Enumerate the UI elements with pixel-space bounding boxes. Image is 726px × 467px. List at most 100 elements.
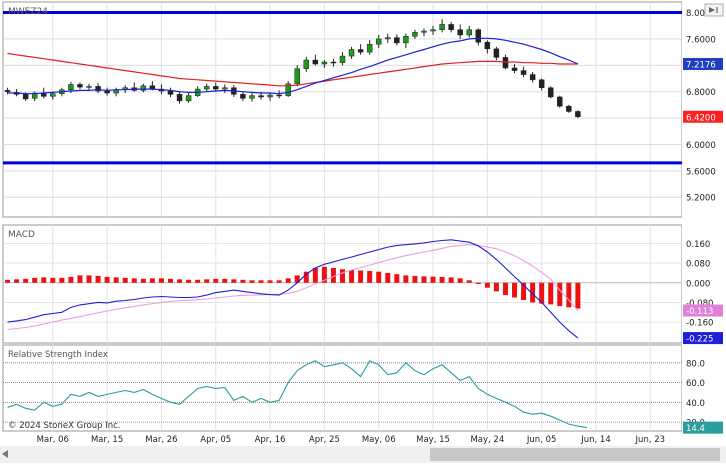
price-tick-label: 5.2000 — [686, 194, 716, 204]
macd-signal-line — [7, 244, 579, 331]
candlestick — [403, 33, 409, 49]
horizontal-scrollbar[interactable] — [0, 446, 726, 463]
candlestick — [375, 34, 382, 49]
macd-histogram-bar — [403, 275, 409, 283]
candlestick — [421, 28, 427, 37]
candle-body — [213, 86, 219, 90]
candlestick — [321, 60, 328, 68]
macd-histogram-bar — [575, 282, 581, 309]
candle-body — [366, 43, 373, 53]
candle-body — [258, 95, 264, 98]
candle-body — [421, 30, 427, 33]
macd-value-badge-text: -0.225 — [686, 335, 713, 345]
macd-histogram-bar — [122, 277, 128, 283]
rsi-tick-label: 40.0 — [686, 399, 705, 409]
macd-histogram-bar — [330, 268, 336, 283]
macd-histogram-bar — [421, 276, 427, 283]
y-axis-strip — [682, 2, 724, 431]
candle-body — [484, 41, 491, 50]
signal-value-badge-text: -0.113 — [686, 307, 713, 317]
macd-histogram-bar — [457, 278, 463, 283]
candle-body — [348, 49, 355, 57]
macd-histogram-bar — [484, 282, 490, 288]
candle-body — [520, 70, 527, 75]
macd-histogram-bar — [231, 279, 237, 283]
macd-histogram-bar — [530, 282, 536, 303]
macd-histogram-bar — [303, 271, 309, 283]
macd-histogram-bar — [340, 269, 345, 283]
macd-histogram-bar — [439, 276, 445, 283]
candlestick — [203, 83, 210, 92]
candle-body — [185, 95, 192, 102]
macd-histogram-bar — [222, 278, 228, 283]
x-tick-label: Mar, 06 — [37, 435, 69, 445]
ma-value-badge: 7.2176 — [683, 57, 723, 70]
candle-body — [240, 94, 246, 99]
scroll-end-icon[interactable] — [704, 3, 724, 17]
candle-body — [86, 86, 92, 88]
candlestick — [303, 56, 310, 72]
candle-body — [222, 87, 228, 90]
candlestick — [86, 83, 92, 91]
price-tick-label: 8.0000 — [686, 9, 716, 19]
candlestick — [366, 40, 373, 55]
candlestick — [575, 110, 581, 119]
scroll-left-icon[interactable] — [2, 450, 8, 458]
macd-histogram-bar — [557, 282, 563, 307]
candlestick — [140, 83, 147, 93]
candlestick — [77, 82, 83, 90]
candle-body — [339, 55, 346, 63]
macd-histogram-bar — [204, 279, 210, 283]
macd-histogram-bar — [430, 276, 436, 283]
macd-histogram-bar — [285, 278, 291, 283]
candle-body — [276, 94, 282, 97]
candlestick — [185, 93, 192, 103]
scrollbar-thumb[interactable] — [430, 448, 720, 461]
macd-panel-title: MACD — [8, 230, 35, 240]
candlestick — [95, 83, 101, 94]
fast-moving-average-line — [7, 37, 579, 95]
candle-body — [267, 94, 273, 98]
macd-histogram-bar — [213, 278, 219, 283]
candle-body — [249, 95, 255, 99]
x-tick-label: Jun, 23 — [635, 435, 666, 445]
candlestick — [50, 91, 56, 100]
macd-histogram-bar — [113, 277, 119, 283]
macd-tick-label: 0.000 — [686, 279, 710, 289]
x-tick-label: Apr, 16 — [255, 435, 286, 445]
rsi-tick-label: 60.0 — [686, 379, 705, 389]
x-tick-label: Mar, 15 — [91, 435, 123, 445]
macd-histogram-bar — [104, 276, 110, 283]
price-tick-label: 5.6000 — [686, 167, 716, 177]
candlestick — [213, 82, 219, 92]
candlestick — [557, 95, 563, 108]
macd-histogram-bar — [23, 278, 29, 283]
macd-histogram-bar — [131, 278, 137, 283]
macd-histogram-bar — [321, 266, 327, 283]
candlestick — [330, 58, 337, 67]
candle-body — [439, 24, 445, 30]
macd-histogram-bar — [59, 277, 65, 283]
signal-value-badge-bg — [683, 304, 723, 317]
candle-body — [140, 85, 147, 91]
x-tick-label: Apr, 05 — [200, 435, 231, 445]
candlestick — [439, 19, 445, 33]
rsi-value-badge-bg — [683, 421, 723, 434]
macd-histogram-bar — [167, 278, 173, 283]
candlestick — [394, 34, 400, 46]
copyright-text: © 2024 StoneX Group Inc. — [8, 421, 120, 431]
macd-histogram-bar — [539, 282, 545, 304]
last-price-badge-bg — [683, 110, 723, 123]
candlestick — [240, 91, 246, 101]
candle-body — [167, 90, 174, 95]
candlestick — [348, 46, 355, 59]
macd-histogram-bar — [548, 282, 554, 305]
candlestick — [538, 78, 545, 91]
candlestick — [484, 40, 491, 54]
candle-body — [511, 67, 518, 71]
last-price-badge: 6.4200 — [683, 110, 723, 123]
candlestick — [167, 87, 174, 97]
macd-histogram-bar — [68, 276, 74, 283]
macd-histogram-bar — [385, 272, 391, 283]
